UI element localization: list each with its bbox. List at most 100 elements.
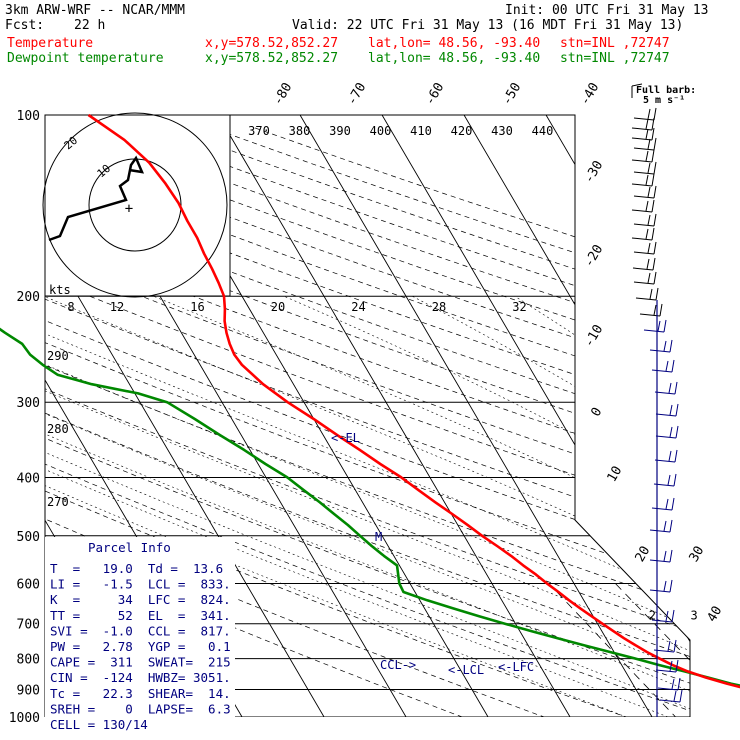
theta-label: 280 [47, 422, 69, 436]
lcl-label: <-LCL [448, 663, 484, 677]
top-axis-label: 28 [432, 300, 446, 314]
dewpoint-latlon: lat,lon= 48.56, -93.40 [368, 51, 541, 66]
wind-barb-staff [659, 699, 681, 703]
wind-barb-flag [645, 228, 649, 240]
theta-e-label: 410 [410, 124, 432, 138]
mixing-ratio-labels: 23581220 [649, 609, 698, 623]
wind-barb-flag [651, 199, 655, 213]
top-axis-label: 12 [110, 300, 124, 314]
isotherm-label: -70 [345, 80, 370, 108]
wind-barb-flag [645, 200, 649, 212]
top-axis-label: 32 [512, 300, 526, 314]
pressure-label: 300 [17, 396, 40, 411]
wind-barb-staff [649, 559, 671, 563]
parcel-info-rows: T = 19.0 Td = 13.6LI = -1.5 LCL = 833.K … [50, 561, 231, 732]
pressure-label: 1000 [9, 711, 40, 726]
moist-adiabat [45, 295, 690, 717]
mixing-ratio-line [615, 583, 690, 717]
barb-legend-flag [631, 83, 643, 87]
wind-barb-flag [677, 677, 681, 691]
barb-legend-title: Full barb: [636, 85, 696, 96]
wind-barb-flag [669, 404, 673, 416]
hodograph-trace [48, 155, 145, 242]
isotherm-label: -60 [423, 80, 448, 108]
theta-e-label: 380 [289, 124, 311, 138]
wind-barb-flag [675, 403, 679, 417]
wind-barb-staff [631, 209, 653, 213]
wind-barb-flag [671, 359, 675, 373]
parcel-info: Parcel Info T = 19.0 Td = 13.6LI = -1.5 … [45, 537, 235, 732]
dry-adiabat [45, 127, 690, 717]
wind-barb-flag [669, 660, 673, 672]
theta-label: 270 [47, 495, 69, 509]
wind-barb-flag [667, 474, 671, 486]
wind-barb-staff [649, 589, 671, 593]
wind-barb-flag [647, 138, 651, 150]
wind-barb-staff [643, 329, 665, 333]
pressure-label: 500 [17, 530, 40, 545]
wind-barb-staff [633, 281, 655, 285]
wind-barb-staff [651, 619, 673, 623]
wind-barb-flag [645, 118, 649, 130]
hodograph-origin: + [125, 201, 133, 217]
pressure-label: 200 [17, 290, 40, 305]
wind-barb-staff [655, 669, 677, 673]
theta-label: 290 [47, 349, 69, 363]
wind-barb-flag [663, 550, 667, 562]
theta-e-label: 430 [491, 124, 513, 138]
wind-barb-flag [673, 473, 677, 487]
wind-barb-flag [651, 117, 655, 131]
pressure-label: 800 [17, 653, 40, 668]
wind-barb-flag [653, 213, 657, 227]
parcel-info-row: SREH = 0 LAPSE= 6.3 [50, 701, 231, 716]
wind-barb-legend: Full barb: 5 m s⁻¹ [631, 83, 696, 106]
dry-adiabat [45, 127, 690, 717]
wind-barb-staff [632, 267, 654, 271]
parcel-info-row: LI = -1.5 LCL = 833. [50, 577, 231, 592]
wind-barb-flag [669, 339, 673, 353]
moist-adiabat [514, 295, 690, 717]
dry-adiabat [45, 127, 497, 717]
init-time: Init: 00 UTC Fri 31 May 13 [505, 3, 709, 18]
wind-barb-flag [668, 382, 672, 394]
ccl-label: CCL-> [380, 658, 416, 672]
wind-barb-flag [653, 107, 657, 121]
wind-barb-flag [669, 579, 673, 593]
mixing-ratio-label: 2 [649, 609, 656, 623]
wind-barb-flag [674, 381, 678, 395]
wind-barb-staff [633, 147, 655, 151]
mixing-ratio-line [548, 583, 689, 717]
wind-barb-flag [679, 689, 683, 703]
wind-barb-flag [665, 498, 669, 510]
moist-adiabat [45, 295, 690, 717]
valid-time: Valid: 22 UTC Fri 31 May 13 (16 MDT Fri … [292, 18, 684, 33]
dry-adiabat [45, 127, 690, 717]
top-axis-label: 8 [67, 300, 74, 314]
wind-barb-flag [655, 287, 659, 301]
m-label: M [375, 530, 382, 544]
wind-barb-flag [669, 426, 673, 438]
temperature-latlon: lat,lon= 48.56, -93.40 [368, 36, 541, 51]
parcel-info-panel [45, 537, 235, 717]
theta-e-label: 440 [532, 124, 554, 138]
dry-adiabat [45, 127, 663, 717]
mixing-ratio-line [656, 583, 690, 717]
wind-barb-flag [647, 214, 651, 226]
wind-barb-flag [645, 128, 649, 140]
isotherm [627, 115, 690, 717]
wind-barb-staff [633, 117, 655, 121]
wind-barb-staff [633, 223, 655, 227]
pressure-label: 400 [17, 471, 40, 486]
theta-e-label: 390 [329, 124, 351, 138]
wind-barb-flag [651, 173, 655, 187]
temperature-xy: x,y=578.52,852.27 [205, 36, 339, 51]
wind-barb-staff [633, 251, 655, 255]
hodograph: + 10 20 kts [42, 112, 231, 298]
wind-barb-flag [674, 449, 678, 463]
dry-adiabat [168, 127, 690, 717]
wind-barb-staff [651, 507, 673, 511]
pressure-label: 900 [17, 683, 40, 698]
parcel-info-title: Parcel Info [88, 540, 171, 555]
wind-barb-flag [653, 241, 657, 255]
